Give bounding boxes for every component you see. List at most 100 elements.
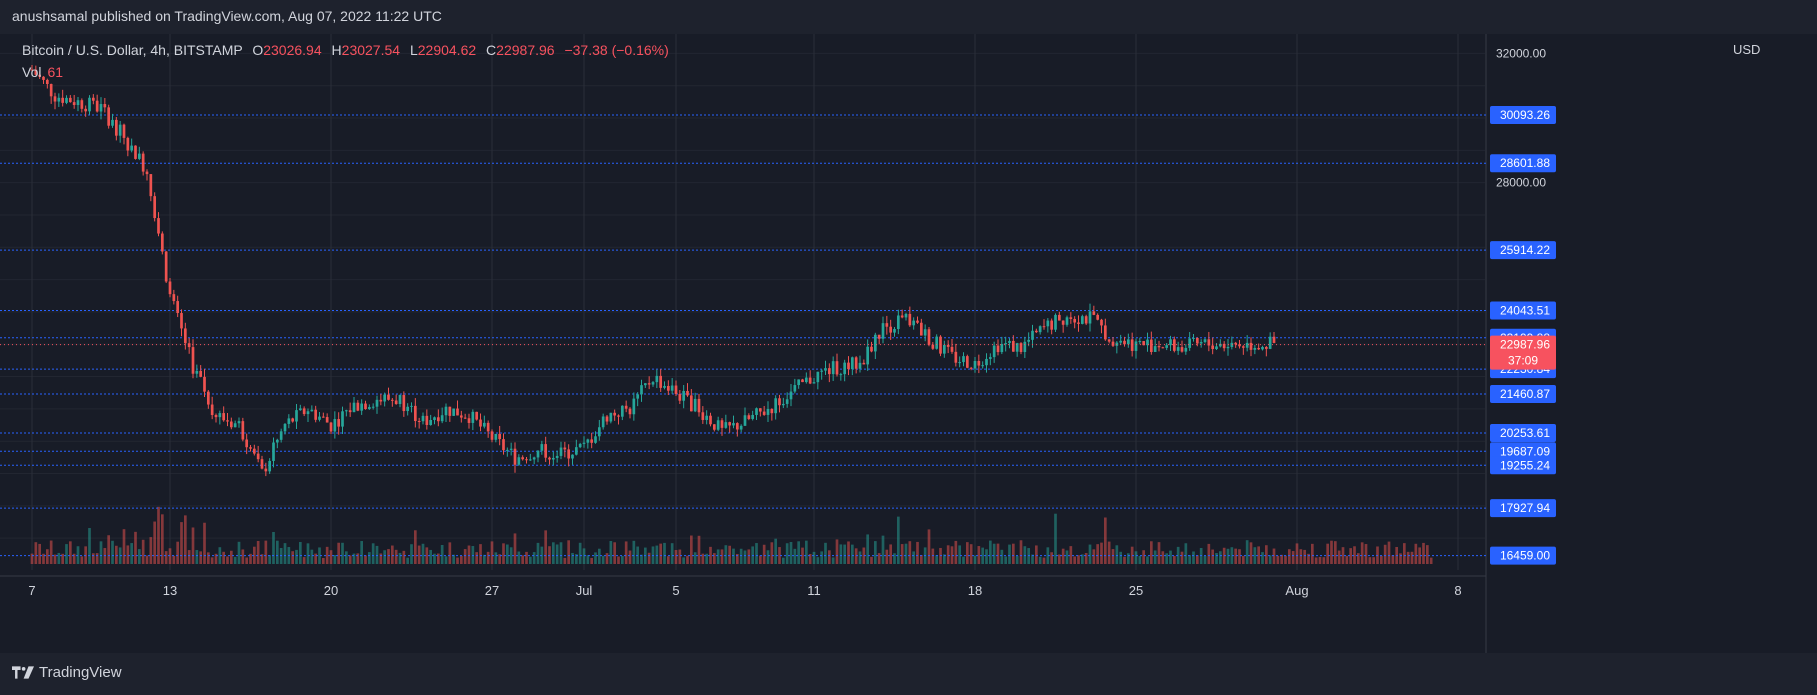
candle-body <box>996 345 1000 353</box>
volume-bar <box>1142 550 1146 564</box>
volume-bar <box>590 557 594 564</box>
candle-body <box>452 408 456 416</box>
candle-body <box>153 196 157 219</box>
volume-bar <box>206 552 210 564</box>
candle-body <box>249 447 252 449</box>
change-value: −37.38 (−0.16%) <box>564 42 669 58</box>
volume-bar <box>582 548 586 564</box>
candle-body <box>367 407 371 410</box>
candle-body <box>1061 320 1065 325</box>
candle-body <box>1146 339 1149 346</box>
candle-body <box>785 399 789 404</box>
price-axis: 32000.00 28000.00 30093.26 28601.88 25914.22… <box>1490 46 1556 565</box>
candle-body <box>1008 340 1011 344</box>
volume-bar <box>348 555 352 564</box>
candle-body <box>900 315 904 318</box>
volume-bar <box>544 530 548 564</box>
volume-bar <box>341 542 344 564</box>
volume-bar <box>448 542 452 564</box>
candle-body <box>1034 330 1038 333</box>
volume-bar <box>743 550 747 564</box>
volume-bar <box>1272 548 1276 564</box>
candle-body <box>609 412 613 422</box>
volume-bar <box>912 551 916 564</box>
open-label: O <box>252 42 264 58</box>
candle-body <box>1073 318 1077 323</box>
candle-body <box>954 351 958 363</box>
candle-body <box>632 398 636 415</box>
candle-body <box>494 433 498 440</box>
last-price-label: 22987.96 <box>1500 338 1550 352</box>
candle-body <box>659 375 663 388</box>
volume-bar <box>1326 543 1330 564</box>
volume-bar <box>1406 551 1410 564</box>
price-chart[interactable]: 32000.00 28000.00 30093.26 28601.88 25914.22… <box>0 34 1817 653</box>
candle-body <box>1192 337 1195 339</box>
volume-bar <box>847 541 850 564</box>
candle-body <box>61 97 65 103</box>
volume-bar <box>801 547 804 564</box>
volume-bar <box>367 552 371 564</box>
volume-bar <box>728 545 732 564</box>
volume-bar <box>1169 550 1172 564</box>
candle-body <box>931 344 935 349</box>
volume-bar <box>1119 551 1123 564</box>
volume-bar <box>1176 546 1180 564</box>
volume-bar <box>1161 551 1165 564</box>
volume-bar <box>1080 554 1084 564</box>
candle-body <box>180 313 183 329</box>
candle-body <box>486 422 490 432</box>
level-badge-label: 17927.94 <box>1500 501 1550 515</box>
chart-panel[interactable]: 32000.00 28000.00 30093.26 28601.88 25914.22… <box>0 34 1817 653</box>
level-badge <box>1490 301 1556 320</box>
volume-bar <box>1383 544 1387 564</box>
candle-body <box>1069 317 1073 319</box>
volume-bar <box>1318 556 1322 564</box>
volume-bar <box>241 549 245 564</box>
volume-bar <box>747 549 751 564</box>
candle-body <box>1149 339 1153 352</box>
volume-bar <box>628 550 632 564</box>
volume-bar <box>900 544 904 564</box>
volume-bar <box>402 550 406 564</box>
candle-body <box>1080 316 1084 324</box>
volume-bar <box>881 535 885 564</box>
volume-bar <box>486 551 490 564</box>
candle-body <box>348 410 352 413</box>
candle-body <box>118 124 122 136</box>
volume-bar <box>444 556 448 564</box>
candle-body <box>1054 314 1057 330</box>
candle-body <box>1264 346 1268 349</box>
volume-bar <box>440 544 444 564</box>
candle-body <box>781 403 785 406</box>
candle-body <box>1119 340 1123 343</box>
candle-body <box>594 436 597 443</box>
volume-bar <box>1402 543 1406 564</box>
volume-bar <box>298 542 302 564</box>
footer-brand[interactable]: TradingView <box>12 664 122 681</box>
volume-bar <box>195 550 199 564</box>
candle-body <box>1096 314 1100 320</box>
candle-body <box>517 457 521 465</box>
volume-bar <box>157 506 160 564</box>
candle-body <box>383 394 387 402</box>
volume-bar <box>172 555 176 564</box>
volume-bar <box>249 553 252 564</box>
candle-body <box>195 370 199 374</box>
candle-body <box>678 393 682 401</box>
candle-body <box>341 411 344 427</box>
volume-bar <box>1429 557 1433 564</box>
candle-body <box>1000 344 1004 353</box>
volume-bar <box>1123 556 1126 564</box>
volume-bar <box>977 546 981 564</box>
volume-bar <box>1299 549 1303 564</box>
candle-body <box>325 417 329 423</box>
candle-body <box>1019 343 1023 352</box>
volume-bar <box>720 549 724 564</box>
candle-body <box>137 153 141 159</box>
volume-bar <box>1341 547 1345 564</box>
volume-bar <box>1211 549 1215 564</box>
candle-body <box>456 408 459 416</box>
volume-bar <box>153 521 157 564</box>
volume-bar <box>360 541 364 564</box>
